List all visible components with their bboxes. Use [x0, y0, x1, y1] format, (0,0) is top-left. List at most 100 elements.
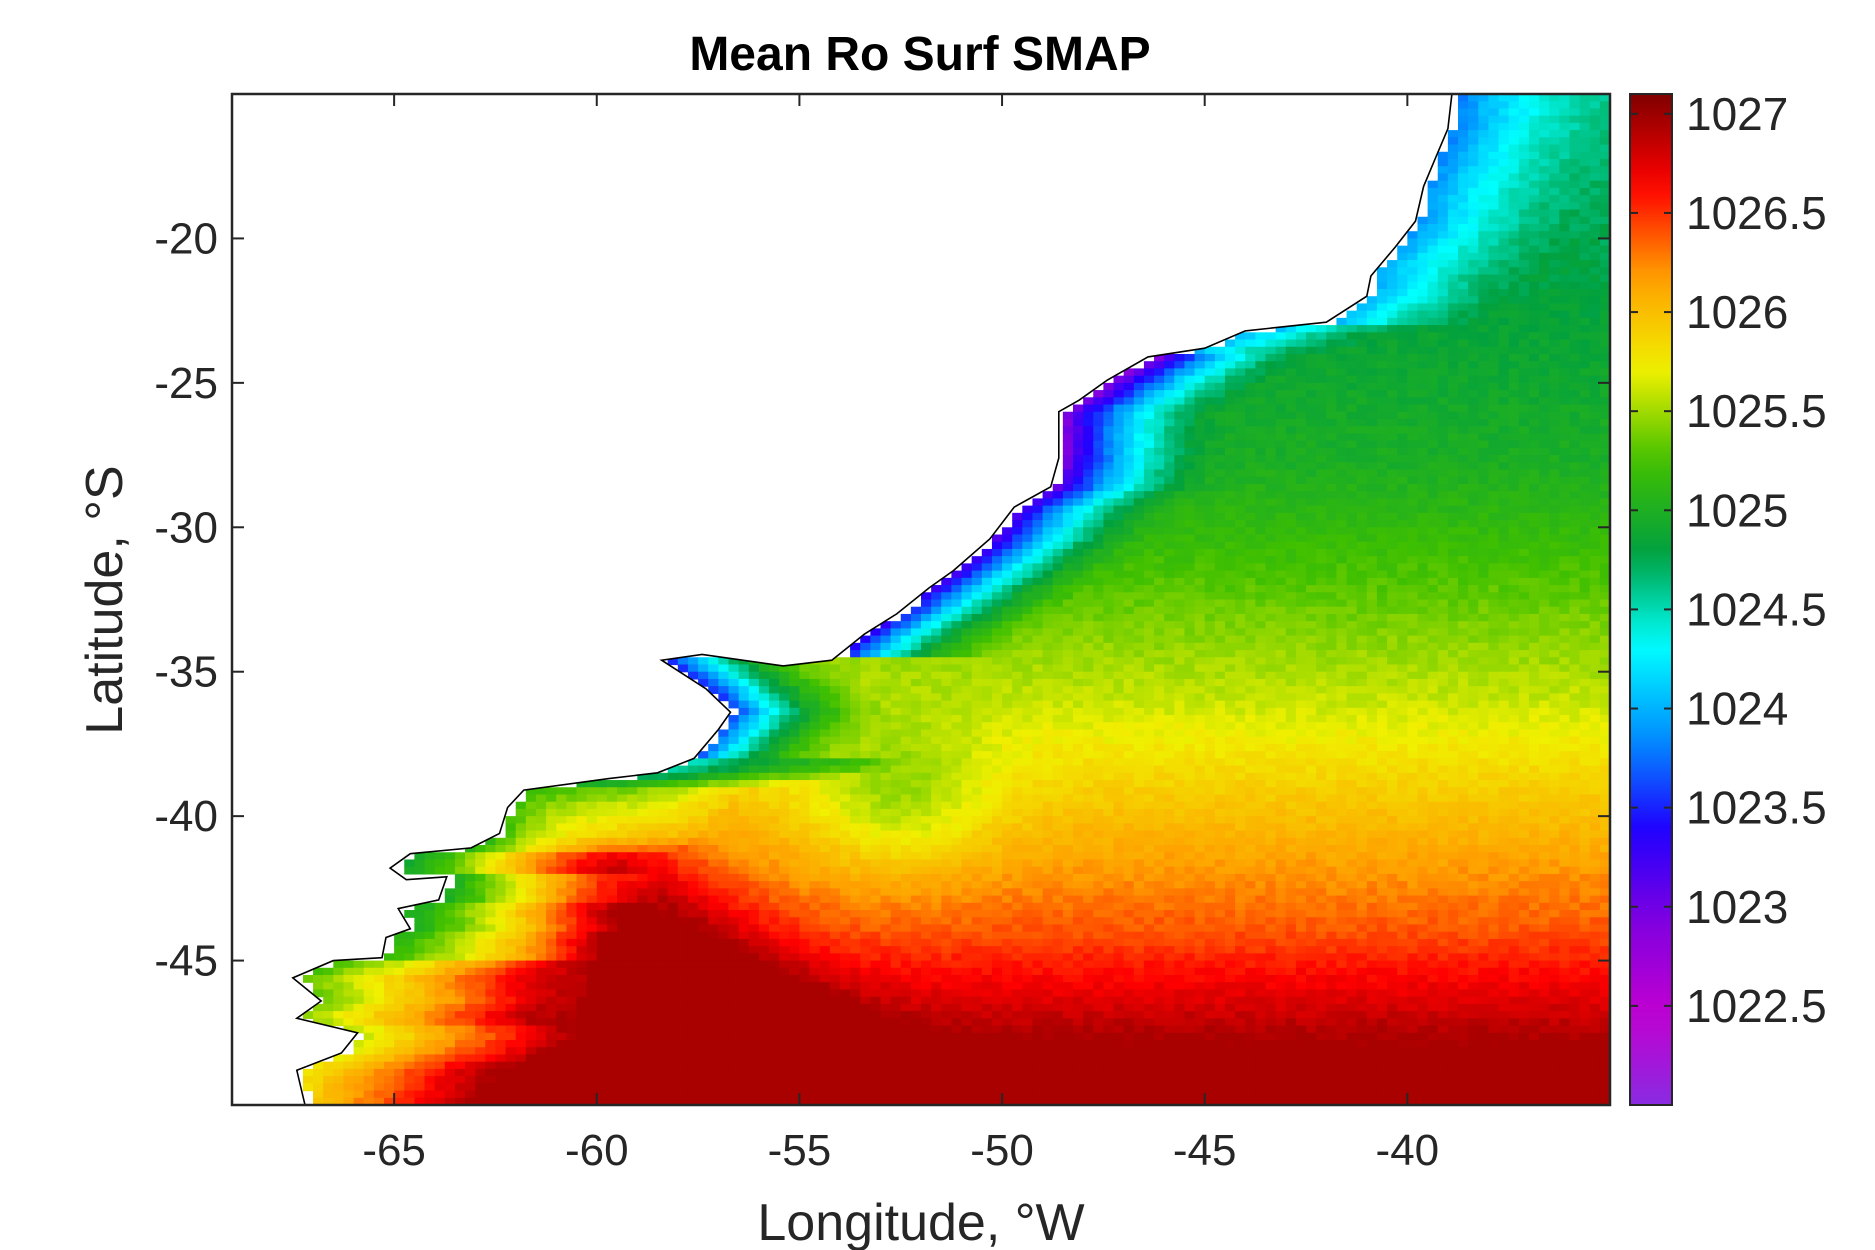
heatmap-cell — [1417, 476, 1429, 485]
heatmap-cell — [1235, 606, 1246, 615]
heatmap-cell — [1143, 577, 1155, 586]
heatmap-cell — [1012, 606, 1023, 615]
heatmap-cell — [1002, 606, 1013, 615]
heatmap-cell — [1083, 541, 1094, 550]
heatmap-cell — [1599, 556, 1611, 564]
heatmap-cell — [1083, 772, 1094, 781]
heatmap-cell — [1447, 621, 1459, 629]
heatmap-cell — [1103, 483, 1115, 492]
heatmap-cell — [1376, 426, 1388, 435]
heatmap-cell — [1478, 245, 1490, 254]
heatmap-cell — [1376, 541, 1388, 550]
heatmap-cell — [1407, 274, 1419, 283]
heatmap-cell — [1387, 491, 1398, 499]
heatmap-cell — [1518, 390, 1530, 398]
heatmap-cell — [1285, 765, 1297, 774]
heatmap-cell — [1407, 743, 1419, 752]
heatmap-cell — [1518, 469, 1530, 478]
heatmap-cell — [1508, 563, 1520, 572]
heatmap-cell — [1579, 231, 1591, 240]
heatmap-cell — [1468, 216, 1479, 225]
heatmap-cell — [1376, 447, 1388, 456]
heatmap-cell — [576, 794, 588, 803]
heatmap-cell — [1214, 541, 1226, 550]
heatmap-cell — [1306, 650, 1317, 658]
heatmap-cell — [1458, 671, 1469, 680]
heatmap-cell — [921, 686, 932, 694]
heatmap-cell — [1376, 570, 1388, 579]
heatmap-cell — [1356, 440, 1368, 449]
heatmap-cell — [1508, 505, 1520, 514]
heatmap-cell — [1326, 599, 1338, 608]
heatmap-cell — [1306, 375, 1317, 384]
heatmap-cell — [900, 715, 912, 723]
heatmap-cell — [971, 657, 983, 666]
heatmap-cell — [1427, 642, 1439, 651]
heatmap-cell — [708, 657, 719, 666]
heatmap-cell — [1437, 353, 1449, 362]
heatmap-cell — [1143, 780, 1155, 788]
heatmap-cell — [1295, 729, 1307, 738]
heatmap-cell — [1143, 693, 1155, 702]
heatmap-cell — [1549, 751, 1560, 759]
heatmap-cell — [1447, 245, 1459, 254]
heatmap-cell — [1164, 678, 1175, 687]
heatmap-cell — [748, 686, 760, 694]
heatmap-cell — [809, 715, 821, 723]
heatmap-cell — [910, 693, 922, 702]
heatmap-cell — [941, 715, 952, 723]
heatmap-cell — [1599, 397, 1611, 406]
heatmap-cell — [1468, 288, 1479, 297]
heatmap-cell — [1143, 541, 1155, 550]
heatmap-cell — [1549, 541, 1560, 550]
heatmap-cell — [1366, 585, 1378, 593]
heatmap-cell — [1407, 404, 1419, 413]
heatmap-cell — [1579, 505, 1591, 514]
heatmap-cell — [1042, 628, 1054, 637]
heatmap-cell — [1255, 353, 1267, 362]
heatmap-cell — [1478, 151, 1490, 160]
heatmap-cell — [758, 787, 770, 796]
heatmap-cell — [839, 743, 851, 752]
heatmap-cell — [941, 664, 952, 673]
heatmap-cell — [1468, 664, 1479, 673]
heatmap-cell — [1265, 700, 1277, 709]
heatmap-cell — [1478, 180, 1490, 189]
heatmap-cell — [1123, 498, 1135, 507]
heatmap-cell — [1559, 252, 1571, 261]
heatmap-cell — [1417, 469, 1429, 478]
heatmap-cell — [1204, 751, 1216, 759]
heatmap-cell — [1518, 527, 1530, 536]
heatmap-cell — [1336, 397, 1348, 406]
heatmap-cell — [1103, 743, 1115, 752]
heatmap-cell — [1174, 390, 1186, 398]
heatmap-cell — [1579, 671, 1591, 680]
heatmap-cell — [1407, 325, 1419, 333]
heatmap-cell — [1275, 628, 1287, 637]
heatmap-cell — [1559, 101, 1571, 110]
heatmap-cell — [1113, 736, 1125, 745]
heatmap-cell — [1549, 758, 1560, 767]
heatmap-cell — [1599, 780, 1611, 788]
heatmap-cell — [1498, 130, 1510, 138]
heatmap-cell — [1518, 310, 1530, 319]
heatmap-cell — [1143, 404, 1155, 413]
heatmap-cell — [981, 628, 993, 637]
heatmap-cell — [1539, 180, 1550, 189]
heatmap-cell — [1579, 404, 1591, 413]
heatmap-cell — [1356, 765, 1368, 774]
heatmap-cell — [1143, 729, 1155, 738]
heatmap-cell — [1042, 613, 1054, 622]
heatmap-cell — [1488, 433, 1500, 442]
heatmap-cell — [1224, 361, 1236, 370]
heatmap-cell — [1559, 772, 1571, 781]
heatmap-cell — [1376, 563, 1388, 572]
heatmap-cell — [1579, 426, 1591, 435]
heatmap-cell — [819, 729, 831, 738]
heatmap-cell — [1589, 310, 1601, 319]
heatmap-cell — [870, 765, 882, 774]
heatmap-cell — [738, 722, 750, 731]
heatmap-cell — [1113, 469, 1125, 478]
heatmap-cell — [910, 650, 922, 658]
heatmap-cell — [1326, 556, 1338, 564]
